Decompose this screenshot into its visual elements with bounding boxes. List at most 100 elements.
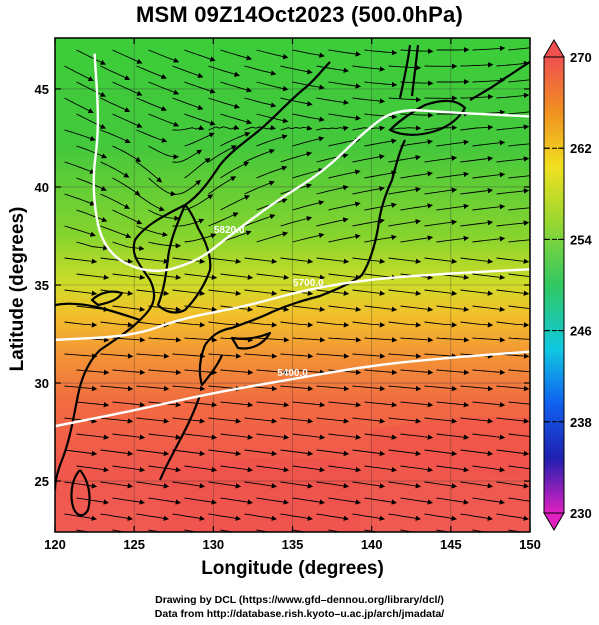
streamline (508, 305, 530, 310)
streamline (148, 177, 177, 197)
streamline (184, 81, 216, 94)
streamline (400, 529, 433, 532)
streamline (148, 337, 182, 343)
streamline (436, 401, 470, 408)
streamline (496, 124, 530, 131)
streamline (280, 513, 313, 521)
graticule (55, 38, 530, 532)
streamline (136, 513, 169, 521)
streamline (244, 214, 276, 227)
x-tick-label: 145 (440, 537, 462, 552)
streamline (316, 417, 350, 424)
streamline (364, 81, 398, 88)
streamline (400, 203, 433, 211)
streamline (400, 80, 434, 86)
streamline (136, 225, 168, 238)
streamline (112, 177, 141, 196)
streamline (328, 201, 361, 211)
streamline (460, 289, 494, 296)
streamline (292, 200, 325, 211)
y-tick-label: 40 (35, 180, 49, 195)
streamline (460, 513, 493, 521)
streamline (208, 417, 242, 424)
streamline (100, 225, 132, 239)
streamline (460, 481, 494, 489)
streamline (280, 125, 313, 131)
streamline (184, 132, 215, 147)
streamline (508, 465, 530, 470)
streamline (352, 289, 386, 296)
streamline (100, 257, 134, 264)
streamline (400, 433, 434, 440)
streamline (148, 81, 180, 95)
streamline (472, 77, 506, 84)
streamline (208, 65, 240, 77)
streamline (316, 153, 349, 163)
streamline (256, 433, 290, 440)
streamline (496, 156, 530, 163)
streamline (292, 529, 325, 532)
streamline (172, 513, 205, 521)
x-tick-label: 120 (44, 537, 66, 552)
streamline (256, 231, 289, 243)
streamline (136, 257, 170, 264)
streamline (508, 239, 530, 243)
streamline (136, 449, 170, 457)
streamline (136, 65, 167, 80)
streamline (364, 202, 397, 211)
streamline (172, 125, 205, 131)
streamline (112, 241, 145, 251)
streamline (172, 481, 206, 489)
streamline (424, 187, 458, 195)
streamline (148, 433, 182, 440)
streamline (424, 289, 458, 296)
streamline (112, 369, 146, 375)
streamline (172, 417, 206, 424)
colorbar-label: 238 (570, 415, 592, 430)
streamline (280, 481, 314, 489)
streamline (292, 401, 326, 408)
streamline (256, 497, 289, 505)
streamline (460, 417, 494, 424)
contour-line (55, 268, 530, 342)
streamline (364, 369, 398, 375)
streamline (280, 65, 313, 75)
streamline (436, 305, 470, 312)
streamline (100, 353, 134, 359)
streamline (292, 273, 326, 280)
streamline (220, 529, 253, 532)
streamline (292, 136, 325, 147)
colorbar-label: 262 (570, 141, 592, 156)
credit-data: Data from http://database.rish.kyoto–u.a… (154, 608, 445, 620)
streamline (436, 369, 470, 375)
streamline (508, 497, 530, 502)
streamline (460, 124, 494, 131)
streamline (172, 321, 206, 328)
streamline (472, 273, 506, 280)
streamline (316, 353, 350, 359)
streamline (364, 401, 398, 408)
streamline (220, 465, 254, 473)
streamline (184, 49, 216, 62)
streamline (508, 433, 530, 437)
colorbar-label: 246 (570, 324, 592, 339)
streamline (508, 273, 530, 278)
streamline (400, 235, 434, 243)
streamline (100, 161, 130, 178)
streamline (328, 273, 362, 280)
streamline (244, 124, 276, 131)
streamline (148, 369, 182, 375)
streamline (424, 155, 458, 163)
streamline (208, 124, 240, 131)
streamline (112, 305, 146, 312)
streamline (496, 92, 530, 99)
streamline (184, 233, 217, 243)
streamline (172, 257, 206, 264)
streamline (280, 353, 314, 359)
streamline (64, 353, 98, 359)
streamline (112, 209, 143, 225)
streamline (388, 481, 422, 489)
streamline (328, 49, 362, 57)
warm-patch (370, 417, 530, 480)
height-contours: 5400.0 5700.0 5820.0 (55, 53, 530, 428)
